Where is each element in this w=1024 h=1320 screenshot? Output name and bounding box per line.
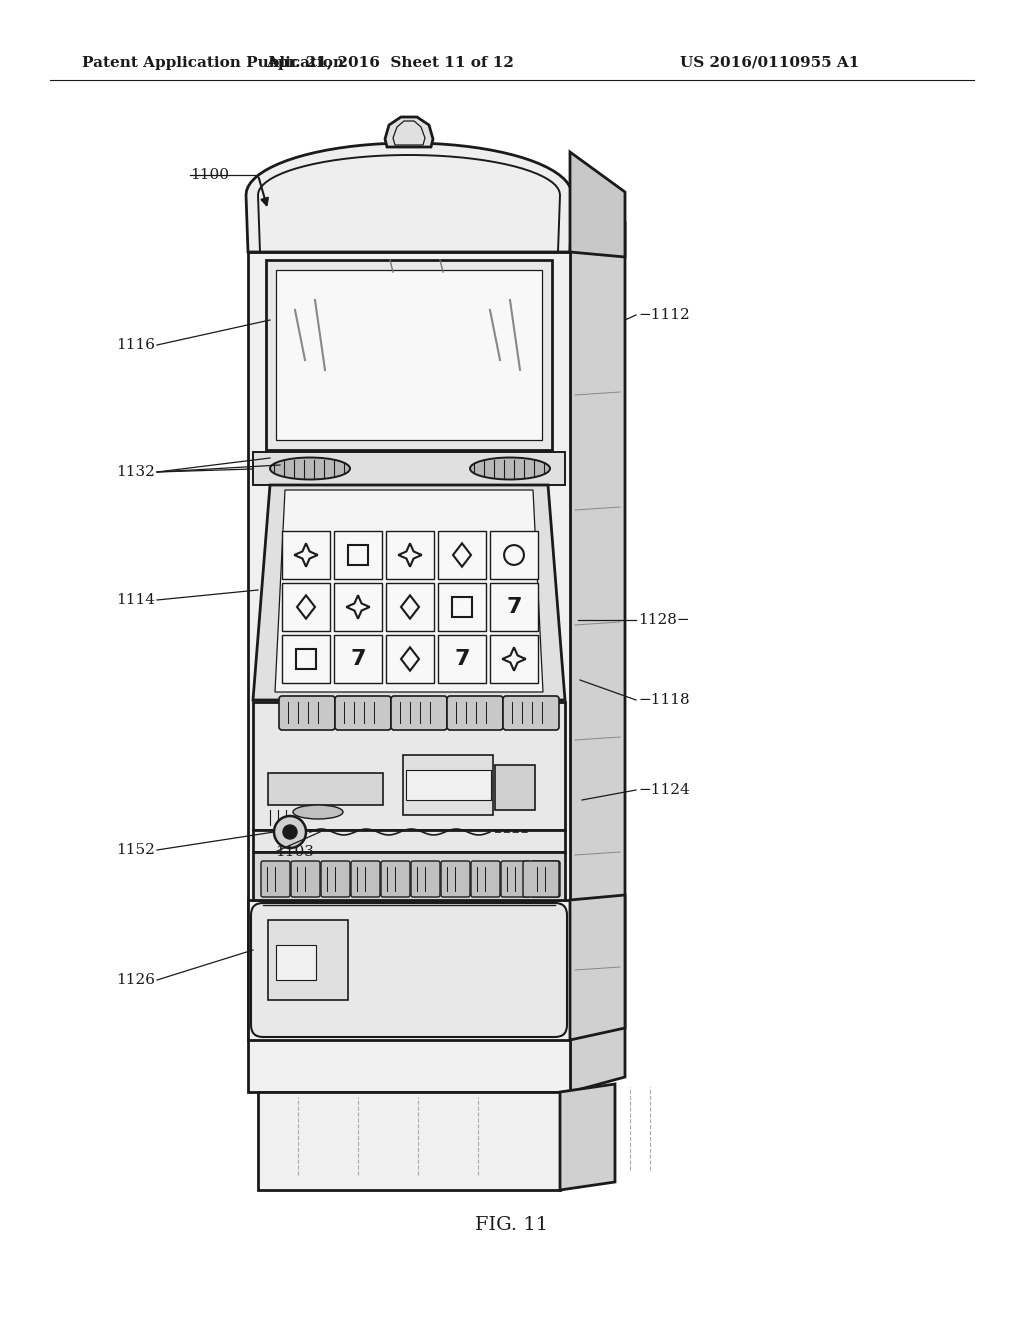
Bar: [406, 770, 490, 800]
Text: 7: 7: [506, 597, 522, 616]
Ellipse shape: [293, 805, 343, 818]
Polygon shape: [253, 702, 565, 830]
Polygon shape: [276, 271, 542, 440]
Text: 7: 7: [455, 649, 470, 669]
Bar: [296, 649, 315, 669]
Text: −1124: −1124: [638, 783, 690, 797]
Bar: [386, 583, 434, 631]
Polygon shape: [258, 1092, 560, 1191]
FancyBboxPatch shape: [335, 696, 391, 730]
Bar: [334, 635, 382, 682]
FancyBboxPatch shape: [381, 861, 410, 898]
FancyBboxPatch shape: [523, 861, 559, 898]
FancyBboxPatch shape: [261, 861, 290, 898]
Text: 1114: 1114: [116, 593, 155, 607]
FancyBboxPatch shape: [411, 861, 440, 898]
Polygon shape: [253, 484, 565, 700]
Text: −1118: −1118: [638, 693, 689, 708]
Polygon shape: [246, 143, 572, 252]
Text: Apr. 21, 2016  Sheet 11 of 12: Apr. 21, 2016 Sheet 11 of 12: [266, 55, 514, 70]
Text: 1152: 1152: [116, 843, 155, 857]
Text: 1100: 1100: [190, 168, 229, 182]
Text: Patent Application Publication: Patent Application Publication: [82, 55, 344, 70]
Polygon shape: [385, 117, 433, 147]
Text: 1116: 1116: [116, 338, 155, 352]
Polygon shape: [253, 851, 565, 900]
Polygon shape: [266, 260, 552, 450]
Bar: [386, 531, 434, 579]
Ellipse shape: [270, 458, 350, 479]
Ellipse shape: [470, 458, 550, 479]
Polygon shape: [275, 490, 543, 692]
Bar: [282, 583, 330, 631]
Text: 1128−: 1128−: [638, 612, 689, 627]
FancyBboxPatch shape: [531, 861, 560, 898]
Bar: [282, 635, 330, 682]
Text: US 2016/0110955 A1: US 2016/0110955 A1: [680, 55, 859, 70]
Text: FIG. 11: FIG. 11: [475, 1216, 549, 1234]
Polygon shape: [248, 900, 570, 1040]
FancyBboxPatch shape: [251, 903, 567, 1038]
Bar: [453, 597, 472, 616]
Polygon shape: [570, 895, 625, 1040]
Polygon shape: [253, 451, 565, 484]
Polygon shape: [253, 830, 565, 851]
FancyBboxPatch shape: [447, 696, 503, 730]
Bar: [386, 635, 434, 682]
FancyBboxPatch shape: [391, 696, 447, 730]
Bar: [438, 583, 486, 631]
Circle shape: [283, 825, 297, 840]
Bar: [276, 945, 316, 979]
Bar: [334, 531, 382, 579]
FancyBboxPatch shape: [321, 861, 350, 898]
FancyBboxPatch shape: [441, 861, 470, 898]
Text: 1103: 1103: [275, 845, 314, 859]
Text: −1112: −1112: [638, 308, 690, 322]
Circle shape: [274, 816, 306, 847]
Polygon shape: [248, 252, 570, 1092]
Bar: [438, 531, 486, 579]
Text: 1132: 1132: [116, 465, 155, 479]
Bar: [490, 531, 538, 579]
FancyBboxPatch shape: [351, 861, 380, 898]
Bar: [282, 531, 330, 579]
Bar: [268, 774, 383, 805]
FancyBboxPatch shape: [471, 861, 500, 898]
FancyBboxPatch shape: [501, 861, 530, 898]
Bar: [268, 920, 348, 1001]
FancyBboxPatch shape: [291, 861, 319, 898]
Bar: [490, 635, 538, 682]
Bar: [490, 583, 538, 631]
Bar: [403, 755, 493, 814]
Bar: [348, 545, 368, 565]
Polygon shape: [570, 152, 625, 257]
Polygon shape: [570, 213, 625, 1092]
FancyBboxPatch shape: [279, 696, 335, 730]
FancyBboxPatch shape: [503, 696, 559, 730]
Bar: [438, 635, 486, 682]
Polygon shape: [560, 1084, 615, 1191]
Text: 7: 7: [350, 649, 366, 669]
Bar: [495, 766, 535, 810]
Bar: [334, 583, 382, 631]
Text: 1126: 1126: [116, 973, 155, 987]
